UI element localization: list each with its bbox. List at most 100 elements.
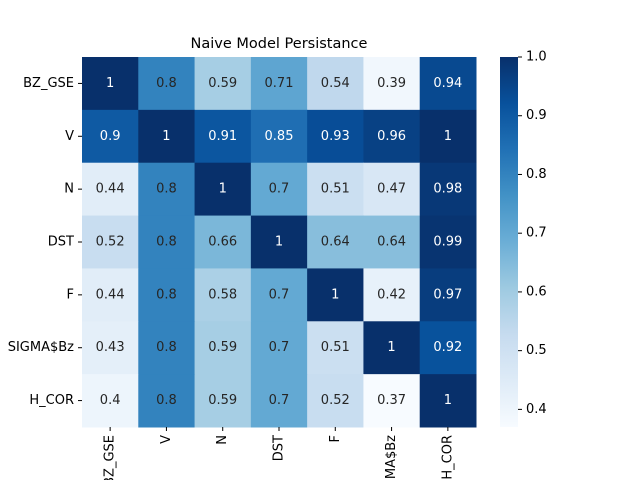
heatmap-cell	[307, 57, 364, 111]
heatmap-cell	[419, 162, 477, 217]
colorbar-tick-label: 0.6	[526, 284, 547, 299]
heatmap-cell	[363, 374, 421, 428]
x-tick-label: F	[328, 435, 343, 442]
colorbar-tick-label: 0.8	[526, 167, 547, 182]
heatmap-cell	[419, 321, 477, 375]
cell-label: 1	[219, 182, 227, 197]
cell-label: 0.91	[208, 129, 237, 144]
y-tick-label: N	[64, 182, 74, 197]
y-tick-label: V	[65, 129, 74, 144]
y-tick-label: SIGMA$Bz	[8, 340, 74, 355]
heatmap-cell	[307, 321, 364, 375]
cell-label: 0.8	[156, 340, 177, 355]
cell-label: 1	[387, 340, 395, 355]
cell-label: 0.43	[96, 340, 125, 355]
heatmap-cell	[363, 321, 421, 375]
cell-label: 0.51	[321, 340, 350, 355]
heatmap-cell	[250, 109, 308, 164]
heatmap-cell	[194, 57, 252, 111]
cell-label: 0.39	[377, 76, 406, 91]
cell-label: 0.44	[96, 182, 125, 197]
heatmap-cell	[363, 57, 421, 111]
heatmap-cell	[363, 215, 421, 269]
cell-label: 0.59	[208, 76, 237, 91]
chart-title: Naive Model Persistance	[191, 36, 368, 52]
cell-label: 1	[162, 129, 170, 144]
colorbar-tick-label: 0.4	[526, 402, 547, 417]
cell-label: 0.66	[208, 235, 237, 250]
cell-label: 0.64	[321, 235, 350, 250]
heatmap-cell	[138, 374, 196, 428]
cell-label: 1	[275, 235, 283, 250]
heatmap-cell	[307, 374, 364, 428]
colorbar-tick-label: 0.5	[526, 343, 547, 358]
cell-label: 0.51	[321, 182, 350, 197]
cell-label: 0.92	[433, 340, 462, 355]
cell-label: 0.98	[433, 182, 462, 197]
cell-label: 0.37	[377, 393, 406, 408]
heatmap-cell	[194, 109, 252, 164]
cell-label: 0.47	[377, 182, 406, 197]
heatmap-cell	[250, 374, 308, 428]
y-tick-label: H_COR	[29, 393, 74, 408]
heatmap-cell	[194, 162, 252, 217]
heatmap-cell	[194, 321, 252, 375]
cell-label: 0.7	[269, 340, 290, 355]
y-tick-label: BZ_GSE	[23, 76, 74, 91]
cell-label: 1	[444, 393, 452, 408]
heatmap-cell	[194, 215, 252, 269]
cell-label: 0.96	[377, 129, 406, 144]
heatmap-cell	[82, 162, 139, 217]
cell-label: 0.8	[156, 287, 177, 302]
cell-label: 0.8	[156, 182, 177, 197]
cell-label: 0.85	[265, 129, 294, 144]
x-tick-label: V	[159, 435, 174, 444]
heatmap-cell	[419, 109, 477, 164]
cell-label: 0.71	[265, 76, 294, 91]
cell-label: 0.7	[269, 182, 290, 197]
heatmap-cell	[194, 374, 252, 428]
x-tick-label: H_COR	[440, 435, 455, 480]
x-tick-label: N	[215, 435, 230, 445]
cell-label: 0.64	[377, 235, 406, 250]
heatmap-cell	[82, 321, 139, 375]
cell-label: 0.54	[321, 76, 350, 91]
heatmap-cell	[363, 268, 421, 322]
cell-label: 0.94	[433, 76, 462, 91]
heatmap-cell	[82, 374, 139, 428]
cell-label: 0.4	[100, 393, 121, 408]
cell-label: 0.8	[156, 76, 177, 91]
heatmap-cell	[307, 215, 364, 269]
cell-label: 0.42	[377, 287, 406, 302]
x-tick-label: DST	[272, 435, 287, 461]
cell-label: 0.59	[208, 340, 237, 355]
cell-label: 0.58	[208, 287, 237, 302]
heatmap-cell	[138, 57, 196, 111]
heatmap-cell	[138, 162, 196, 217]
heatmap-cell	[250, 162, 308, 217]
heatmap-cell	[138, 321, 196, 375]
heatmap-cell	[250, 215, 308, 269]
heatmap-cell	[82, 268, 139, 322]
cell-label: 0.59	[208, 393, 237, 408]
heatmap-cell	[307, 162, 364, 217]
colorbar	[500, 57, 518, 427]
y-tick-label: F	[67, 287, 74, 302]
cell-label: 1	[444, 129, 452, 144]
cell-label: 0.93	[321, 129, 350, 144]
heatmap-cell	[250, 268, 308, 322]
heatmap-cell	[194, 268, 252, 322]
heatmap-cell	[419, 374, 477, 428]
heatmap-cell	[82, 215, 139, 269]
cell-label: 0.7	[269, 287, 290, 302]
cell-label: 0.44	[96, 287, 125, 302]
heatmap-cell	[250, 57, 308, 111]
cell-label: 1	[106, 76, 114, 91]
colorbar-tick-label: 0.9	[526, 108, 547, 123]
cell-label: 0.99	[433, 235, 462, 250]
heatmap-cell	[82, 109, 139, 164]
cell-label: 0.7	[269, 393, 290, 408]
heatmap-cell	[363, 162, 421, 217]
